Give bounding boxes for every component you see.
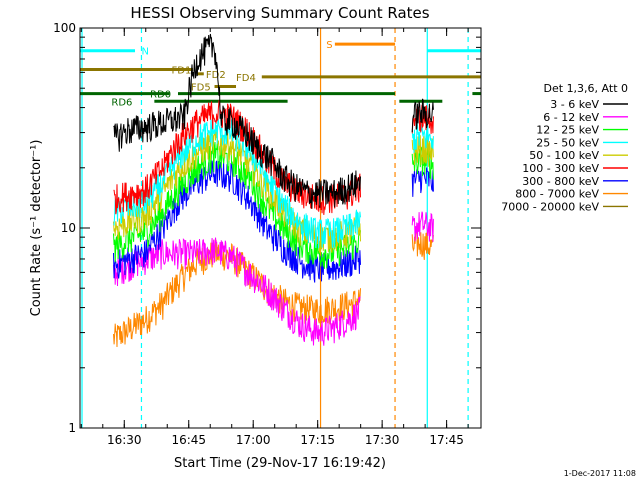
flag-label-n: N bbox=[141, 47, 148, 58]
flag-label-fd2: FD2 bbox=[206, 70, 226, 81]
flag-label-rd0: RD0 bbox=[150, 90, 171, 101]
series-line bbox=[411, 123, 434, 154]
legend-label: 50 - 100 keV bbox=[529, 149, 599, 162]
y-axis-label: Count Rate (s⁻¹ detector⁻¹) bbox=[29, 140, 44, 317]
series-line bbox=[411, 98, 434, 133]
flag-label-fd4: FD4 bbox=[236, 73, 256, 84]
x-tick-label: 17:15 bbox=[300, 433, 335, 447]
legend-label: 6 - 12 keV bbox=[543, 111, 599, 124]
flag-label-fd1: FD1 bbox=[172, 66, 192, 77]
x-tick-label: 16:30 bbox=[107, 433, 142, 447]
flag-label-rd6: RD6 bbox=[111, 97, 132, 108]
legend-label: 800 - 7000 keV bbox=[515, 188, 599, 201]
flag-label-s: S bbox=[326, 40, 332, 51]
x-axis-label: Start Time (29-Nov-17 16:19:42) bbox=[174, 456, 386, 471]
x-tick-label: 17:45 bbox=[429, 433, 464, 447]
series-line bbox=[411, 211, 434, 242]
series-line bbox=[113, 128, 361, 253]
footer-date: 1-Dec-2017 11:08 bbox=[564, 469, 636, 478]
series-line bbox=[411, 135, 434, 167]
y-tick-label: 10 bbox=[61, 221, 76, 235]
chart-title: HESSI Observing Summary Count Rates bbox=[130, 4, 429, 22]
x-tick-label: 16:45 bbox=[171, 433, 206, 447]
series-line bbox=[113, 237, 361, 346]
legend-label: 300 - 800 keV bbox=[522, 175, 599, 188]
y-tick-label: 100 bbox=[53, 21, 76, 35]
series-line bbox=[113, 160, 361, 283]
flag-label-fd5: FD5 bbox=[191, 82, 211, 93]
legend-label: 7000 - 20000 keV bbox=[501, 200, 599, 213]
legend-label: 12 - 25 keV bbox=[536, 124, 599, 137]
x-tick-label: 17:00 bbox=[236, 433, 271, 447]
legend-label: 25 - 50 keV bbox=[536, 136, 599, 149]
legend-label: 100 - 300 keV bbox=[522, 162, 599, 175]
legend-title: Det 1,3,6, Att 0 bbox=[544, 82, 628, 95]
series-line bbox=[113, 33, 361, 209]
x-tick-label: 17:30 bbox=[365, 433, 400, 447]
y-tick-label: 1 bbox=[68, 421, 76, 435]
legend-label: 3 - 6 keV bbox=[550, 98, 599, 111]
